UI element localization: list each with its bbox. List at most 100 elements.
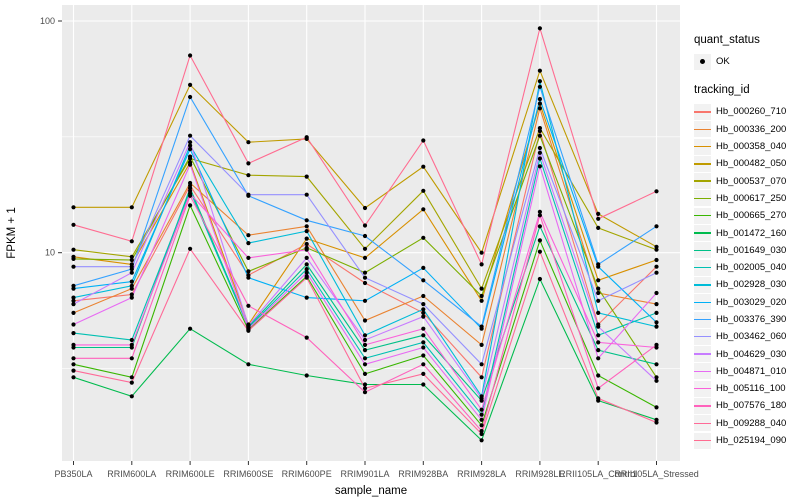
x-tick-label: RRIM600LA	[107, 469, 156, 479]
x-tick-label: RRII105LA_Stressed	[614, 469, 699, 479]
data-point	[304, 247, 309, 252]
legend-label: Hb_000665_270	[716, 210, 787, 222]
x-tick-label: PB350LA	[54, 469, 92, 479]
data-point	[188, 53, 193, 58]
data-point	[479, 286, 484, 291]
data-point	[304, 255, 309, 260]
data-point	[246, 233, 251, 238]
legend-label: Hb_001649_030	[716, 244, 787, 256]
data-point	[362, 386, 368, 391]
data-point	[596, 262, 601, 267]
data-point	[537, 238, 543, 243]
data-point	[362, 205, 368, 211]
data-point	[71, 247, 76, 252]
legend-key	[694, 294, 711, 311]
data-point	[362, 371, 368, 376]
data-point	[71, 375, 76, 380]
data-point	[71, 264, 76, 269]
data-point	[71, 283, 76, 288]
legend-item-tracking: Hb_001472_160	[694, 224, 800, 242]
data-point	[479, 438, 484, 443]
data-point	[479, 293, 484, 299]
data-point	[537, 26, 543, 31]
data-point	[596, 333, 601, 338]
legend-key	[694, 121, 711, 138]
data-point	[537, 164, 543, 169]
data-point	[421, 188, 426, 193]
data-point	[188, 140, 193, 145]
data-point	[479, 431, 484, 437]
data-point	[362, 275, 368, 280]
data-point	[188, 326, 193, 331]
data-point	[654, 342, 659, 347]
data-point	[71, 356, 76, 361]
data-point	[596, 290, 601, 296]
legend-item-tracking: Hb_001649_030	[694, 242, 800, 259]
x-tick-label: RRIM928LE	[515, 469, 564, 479]
data-point	[421, 353, 426, 358]
legend-line-swatch-icon	[694, 301, 711, 303]
point-marker-icon	[700, 59, 705, 65]
data-point	[421, 310, 426, 315]
data-point	[654, 405, 659, 410]
data-point	[654, 189, 659, 194]
data-point	[537, 209, 543, 214]
data-point	[246, 275, 251, 280]
legend-line-swatch-icon	[694, 145, 711, 148]
data-point	[188, 180, 193, 186]
legend-label: Hb_000358_040	[716, 141, 787, 153]
data-point	[71, 298, 76, 303]
data-point	[129, 279, 134, 284]
data-point	[246, 323, 251, 328]
legend-key	[694, 190, 711, 207]
data-point	[362, 280, 368, 286]
data-point	[421, 371, 426, 376]
data-point	[421, 362, 426, 367]
data-point	[537, 276, 543, 282]
legend-item-tracking: Hb_007576_180	[694, 397, 800, 414]
data-point	[246, 303, 251, 308]
y-axis-title: FPKM + 1	[6, 207, 18, 258]
legend-item-quant-ok: OK	[694, 53, 800, 70]
data-point	[537, 128, 543, 134]
legend-label: Hb_002928_030	[716, 279, 787, 291]
legend-item-tracking: Hb_000336_200	[694, 121, 800, 138]
legend-label: Hb_004871_010	[716, 365, 787, 377]
legend-line-swatch-icon	[694, 215, 711, 217]
data-point	[537, 213, 543, 218]
data-point	[304, 174, 309, 179]
data-point	[129, 380, 134, 385]
data-point	[246, 241, 251, 246]
data-point	[304, 218, 309, 223]
data-point	[537, 156, 543, 161]
data-point	[421, 302, 426, 307]
data-point	[246, 140, 251, 145]
legend-key	[694, 311, 711, 328]
data-point	[362, 382, 368, 387]
data-point	[71, 205, 76, 210]
data-point	[129, 270, 134, 275]
legend-item-tracking: Hb_004629_030	[694, 345, 800, 363]
data-point	[654, 375, 659, 380]
data-point	[71, 222, 76, 227]
data-point	[596, 211, 601, 216]
data-point	[654, 270, 659, 275]
data-point	[479, 262, 484, 267]
data-point	[304, 295, 309, 300]
y-tick-label: 100	[40, 16, 55, 26]
legend-line-swatch-icon	[694, 439, 711, 442]
data-point	[304, 335, 309, 340]
legend-key	[694, 225, 711, 242]
data-point	[654, 244, 659, 249]
legend-line-swatch-icon	[694, 249, 711, 251]
data-point	[654, 310, 659, 315]
data-point	[421, 307, 426, 312]
data-point	[188, 94, 193, 100]
data-point	[188, 162, 193, 167]
legend-label: Hb_009288_040	[716, 417, 787, 429]
legend-line-swatch-icon	[694, 163, 711, 165]
data-point	[421, 382, 426, 387]
data-point	[304, 267, 309, 272]
